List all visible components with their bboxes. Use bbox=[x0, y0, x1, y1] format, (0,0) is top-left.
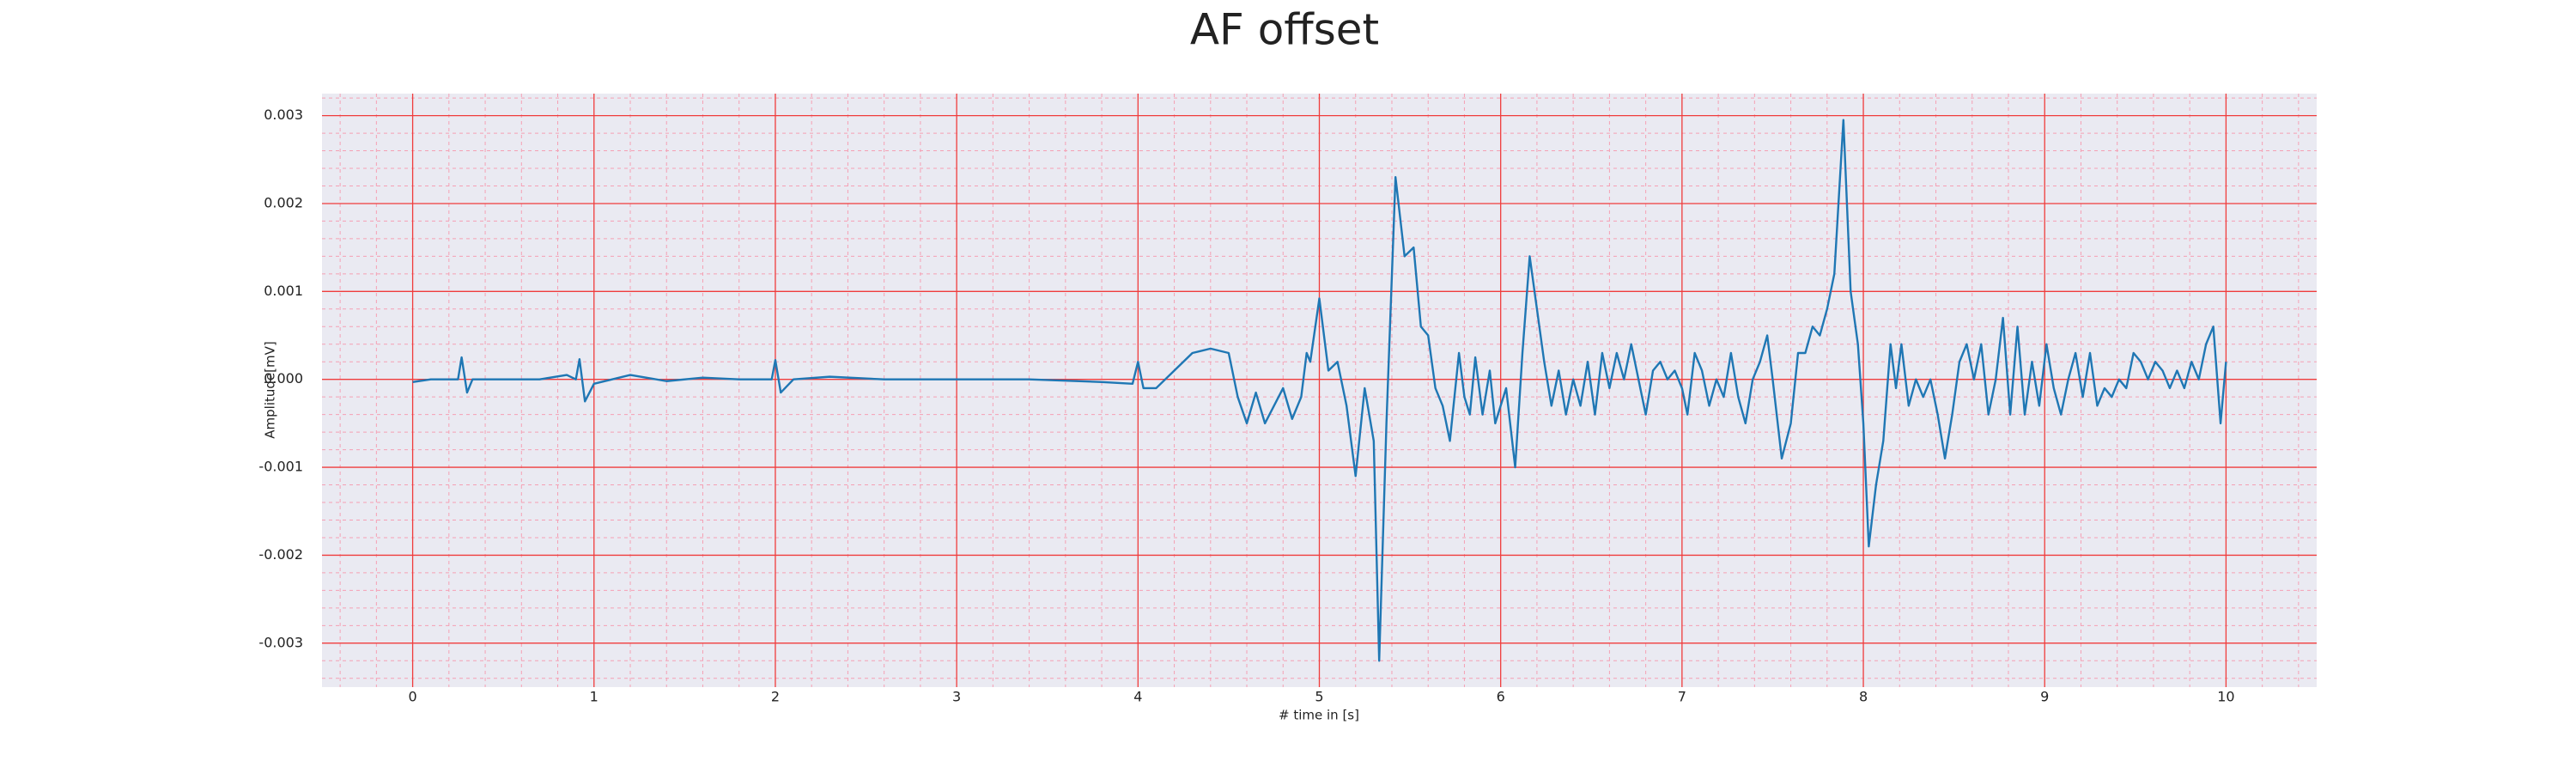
y-tick-label: 0.003 bbox=[264, 107, 303, 123]
x-tick-label: 1 bbox=[590, 689, 598, 705]
y-tick-label: -0.001 bbox=[258, 459, 303, 475]
y-axis-label: Amplitude[mV] bbox=[263, 341, 278, 438]
y-tick-label: -0.002 bbox=[258, 546, 303, 563]
x-tick-label: 2 bbox=[771, 689, 780, 705]
signal-line bbox=[412, 119, 2227, 662]
x-tick-label: 5 bbox=[1315, 689, 1323, 705]
x-tick-label: 4 bbox=[1133, 689, 1142, 705]
y-tick-label: 0.002 bbox=[264, 194, 303, 210]
x-tick-label: 0 bbox=[408, 689, 416, 705]
x-tick-label: 6 bbox=[1497, 689, 1505, 705]
x-tick-label: 10 bbox=[2217, 689, 2234, 705]
x-tick-label: 3 bbox=[952, 689, 961, 705]
x-axis-label: # time in [s] bbox=[1279, 708, 1359, 723]
y-tick-label: -0.003 bbox=[258, 634, 303, 650]
chart-title: AF offset bbox=[1190, 5, 1379, 55]
x-tick-label: 9 bbox=[2040, 689, 2049, 705]
x-tick-label: 8 bbox=[1859, 689, 1868, 705]
y-tick-label: 0.001 bbox=[264, 283, 303, 299]
x-tick-label: 7 bbox=[1678, 689, 1686, 705]
y-tick-label: 0.000 bbox=[264, 370, 303, 386]
